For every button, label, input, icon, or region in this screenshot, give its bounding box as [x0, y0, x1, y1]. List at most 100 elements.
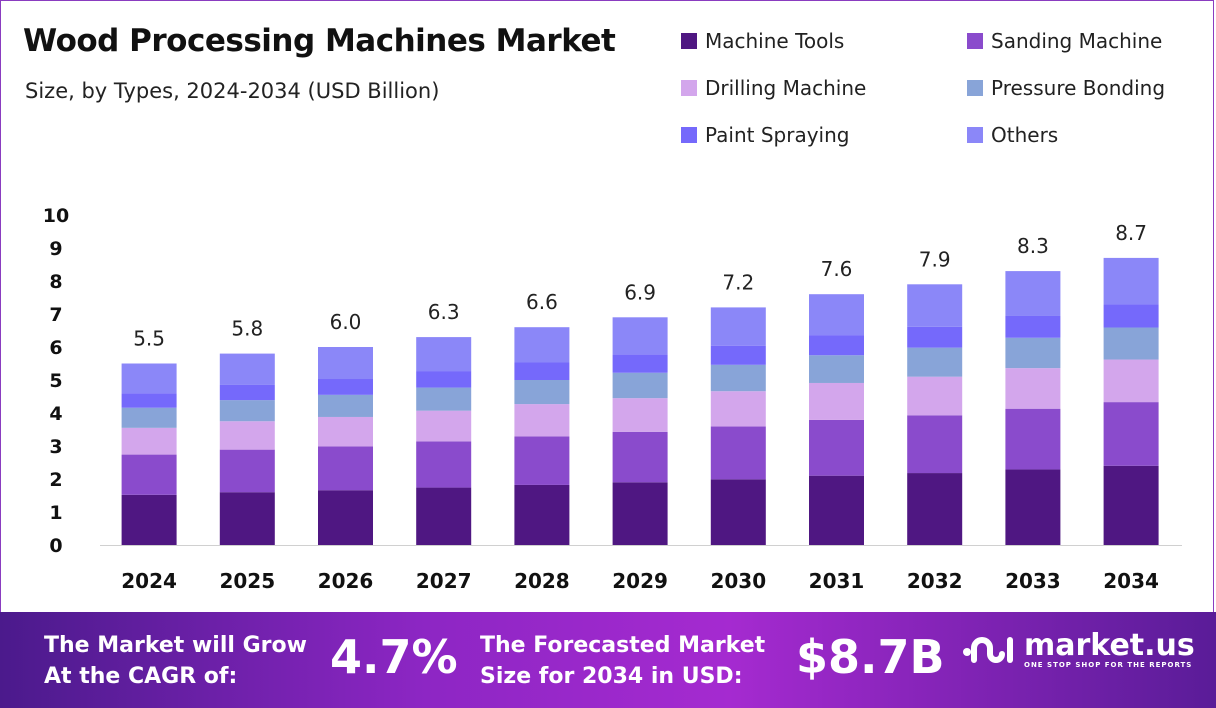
- bar-segment: [907, 284, 963, 327]
- chart-subtitle: Size, by Types, 2024-2034 (USD Billion): [25, 79, 440, 103]
- legend-item: Paint Spraying: [681, 123, 849, 147]
- bar-segment: [121, 427, 177, 455]
- bar-total-label: 6.9: [624, 280, 656, 304]
- logo-name: market.us: [1024, 628, 1195, 663]
- bar-segment: [809, 335, 864, 356]
- bar-segment: [1005, 271, 1061, 316]
- bar-total-label: 7.2: [722, 270, 754, 294]
- x-tick-label: 2028: [514, 569, 570, 593]
- y-tick-label: 2: [49, 469, 62, 491]
- x-tick-label: 2034: [1103, 569, 1159, 593]
- legend-swatch: [681, 33, 697, 49]
- bar-total-label: 8.7: [1115, 221, 1147, 245]
- bar-segment: [710, 364, 766, 392]
- y-tick-label: 1: [49, 502, 62, 524]
- bar-segment: [121, 363, 177, 394]
- bar-segment: [219, 384, 275, 401]
- cagr-label-line2: At the CAGR of:: [44, 664, 238, 689]
- logo-tagline: ONE STOP SHOP FOR THE REPORTS: [1024, 661, 1193, 669]
- bar-segment: [809, 294, 864, 336]
- bar-segment: [121, 494, 177, 545]
- legend-label: Others: [991, 123, 1059, 147]
- bar-segment: [1005, 469, 1061, 545]
- bar-segment: [710, 307, 766, 346]
- bar-segment: [612, 482, 668, 545]
- bar-segment: [907, 415, 963, 474]
- bar-total-label: 6.3: [428, 300, 460, 324]
- logo-icon: [963, 637, 1013, 663]
- bar-total-label: 7.6: [821, 257, 853, 281]
- legend-label: Sanding Machine: [991, 29, 1163, 53]
- y-tick-label: 9: [49, 238, 62, 260]
- bar-segment: [612, 431, 668, 483]
- bar-total-label: 7.9: [919, 247, 951, 271]
- bar-segment: [907, 326, 963, 348]
- x-tick-label: 2031: [809, 569, 865, 593]
- bar-segment: [1103, 465, 1159, 545]
- legend-item: Drilling Machine: [681, 76, 866, 100]
- size-label-line2: Size for 2034 in USD:: [480, 664, 743, 689]
- bar-segment: [318, 347, 373, 380]
- y-tick-label: 8: [49, 271, 62, 293]
- x-tick-label: 2025: [219, 569, 275, 593]
- bar-segment: [1103, 327, 1159, 360]
- bar-segment: [514, 327, 570, 363]
- legend-item: Others: [967, 123, 1058, 147]
- size-value: $8.7B: [796, 630, 945, 684]
- market-us-logo: market.us ONE STOP SHOP FOR THE REPORTS: [962, 630, 1195, 670]
- chart-title: Wood Processing Machines Market: [23, 23, 616, 59]
- bar-segment: [121, 407, 177, 428]
- bar-segment: [416, 410, 472, 442]
- y-tick-label: 3: [49, 436, 62, 458]
- bar-segment: [121, 393, 177, 408]
- bar-total-label: 5.5: [133, 327, 165, 351]
- legend-swatch: [967, 80, 983, 96]
- legend-item: Sanding Machine: [967, 29, 1162, 53]
- bar-segment: [416, 441, 472, 488]
- bar-segment: [416, 487, 472, 545]
- y-tick-label: 7: [49, 304, 62, 326]
- bar-segment: [219, 400, 275, 422]
- legend-item: Machine Tools: [681, 29, 844, 53]
- bar-segment: [809, 355, 864, 383]
- bar-segment: [1005, 315, 1061, 338]
- bar-segment: [219, 492, 275, 545]
- bar-segment: [1103, 304, 1159, 328]
- bar-segment: [612, 317, 668, 355]
- x-tick-label: 2033: [1005, 569, 1061, 593]
- y-tick-label: 4: [49, 403, 62, 425]
- legend-label: Pressure Bonding: [991, 76, 1166, 100]
- chart-card: Wood Processing Machines Market Size, by…: [0, 0, 1214, 612]
- x-tick-label: 2024: [121, 569, 177, 593]
- footer-banner: The Market will Grow At the CAGR of: 4.7…: [0, 612, 1216, 708]
- legend-swatch: [967, 127, 983, 143]
- bar-segment: [809, 475, 864, 545]
- bar-segment: [416, 337, 472, 372]
- x-tick-label: 2026: [318, 569, 374, 593]
- legend-item: Pressure Bonding: [967, 76, 1165, 100]
- bar-segment: [514, 380, 570, 405]
- bar-segment: [514, 362, 570, 380]
- bar-segment: [710, 479, 766, 545]
- y-tick-label: 6: [49, 337, 62, 359]
- legend-swatch: [967, 33, 983, 49]
- bar-segment: [318, 446, 373, 491]
- legend-swatch: [681, 127, 697, 143]
- stacked-bar-chart: 0 1 2 3 4 5 6 7 8 9 10 5.5 2024 5.8 2025 6.0 2026 6.3 2027…: [43, 205, 1182, 593]
- bar-segment: [1005, 337, 1061, 369]
- bar-segment: [907, 473, 963, 545]
- bar-segment: [1005, 408, 1061, 470]
- bar-segment: [1103, 402, 1159, 466]
- bar-segment: [219, 353, 275, 385]
- bar-total-label: 5.8: [231, 317, 263, 341]
- bar-total-label: 8.3: [1017, 234, 1049, 258]
- bar-segment: [219, 449, 275, 493]
- bar-segment: [710, 345, 766, 365]
- bar-total-label: 6.0: [330, 310, 362, 334]
- bar-segment: [121, 454, 177, 495]
- y-tick-label: 0: [49, 535, 62, 557]
- bar-segment: [612, 372, 668, 399]
- bar-segment: [1103, 359, 1159, 403]
- bar-segment: [219, 421, 275, 450]
- x-tick-label: 2032: [907, 569, 963, 593]
